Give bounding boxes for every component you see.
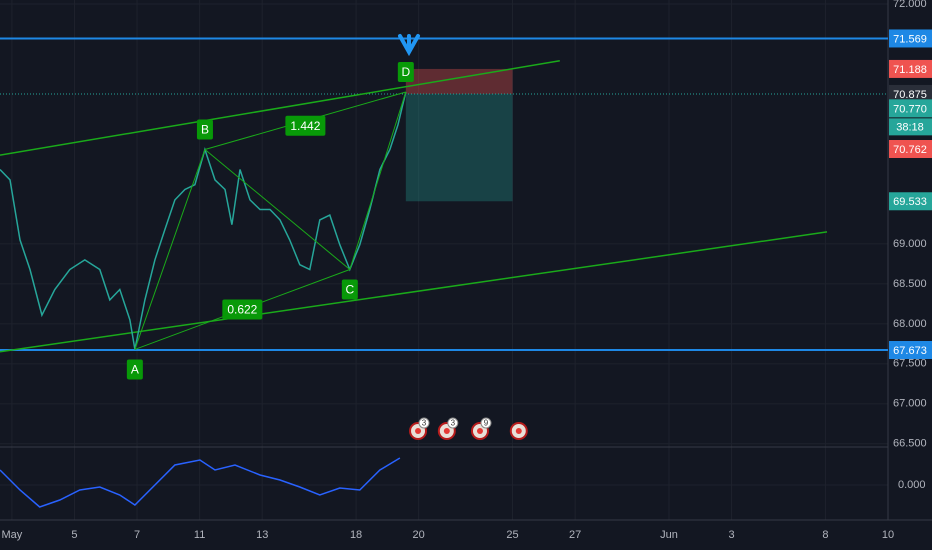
ratio-box [285, 115, 326, 136]
price-tag [889, 192, 932, 211]
pattern-leg [204, 149, 351, 270]
pattern-point-box [196, 119, 213, 140]
event-badge [447, 417, 459, 429]
y-tick-label: 68.000 [893, 318, 927, 330]
y-tick-label: 66.500 [893, 438, 927, 450]
pattern-point-box [397, 61, 414, 82]
price-tag-label: 70.762 [893, 144, 927, 156]
pattern-point-label: C [345, 283, 354, 297]
price-tag-label: 71.188 [893, 64, 927, 76]
stop-zone [405, 68, 513, 94]
pattern-point-box [126, 359, 143, 380]
countdown-label: 38:18 [896, 121, 924, 133]
pattern-leg [349, 91, 407, 270]
y-tick-label: 68.500 [893, 278, 927, 290]
x-tick-label: 3 [728, 529, 734, 541]
event-count: 3 [422, 419, 427, 428]
pattern-point-label: B [201, 123, 209, 137]
osc-tick-label: 0.000 [898, 479, 926, 491]
pattern-point-box [341, 279, 358, 300]
x-tick-label: 27 [569, 529, 581, 541]
price-tag [889, 99, 932, 118]
event-dot [515, 428, 522, 434]
x-tick-label: 5 [71, 529, 77, 541]
countdown-box [889, 118, 932, 136]
x-tick-label: 18 [350, 529, 362, 541]
pattern-point-label: D [401, 65, 410, 79]
event-badge [480, 417, 492, 429]
arrow-marker [398, 34, 420, 57]
price-tag-label: 70.875 [893, 89, 927, 101]
x-tick-label: May [1, 529, 22, 541]
oscillator-line [0, 457, 401, 508]
price-tag-label: 71.569 [893, 33, 927, 45]
pattern-leg [134, 149, 206, 350]
y-tick-label: 69.000 [893, 238, 927, 250]
x-tick-label: Jun [660, 529, 678, 541]
x-tick-label: 25 [506, 529, 518, 541]
event-dot [415, 428, 422, 434]
price-line [0, 91, 407, 350]
price-tag-label: 67.673 [893, 345, 927, 357]
trend-line [0, 60, 560, 156]
x-tick-label: 20 [413, 529, 425, 541]
event-dot [476, 428, 483, 434]
y-tick-label: 67.000 [893, 398, 927, 410]
price-tag [889, 139, 932, 158]
y-tick-label: 72.000 [893, 0, 927, 10]
event-count: 3 [451, 419, 456, 428]
price-tag [889, 29, 932, 48]
x-tick-label: 13 [256, 529, 268, 541]
plot: 66.500 67.000 67.500 68.000 68.500 69.000 72.0… [0, 0, 927, 541]
event-dot [443, 428, 450, 434]
x-tick-label: 11 [194, 529, 205, 541]
price-tag [889, 59, 932, 78]
ratio-box [222, 299, 263, 320]
price-tag [889, 341, 932, 360]
event-count: 9 [484, 419, 489, 428]
x-tick-label: 8 [822, 529, 828, 541]
ratio-label: 1.442 [290, 119, 320, 133]
y-tick-label: 67.500 [893, 358, 927, 370]
x-tick-label: 7 [134, 529, 140, 541]
price-tag [889, 84, 932, 103]
target-zone [405, 93, 513, 202]
pattern-point-label: A [131, 363, 139, 377]
event-badge [418, 417, 430, 429]
x-tick-label: 10 [882, 529, 894, 541]
ratio-label: 0.622 [227, 303, 257, 317]
price-tag-label: 70.770 [893, 103, 927, 115]
price-tag-label: 69.533 [893, 196, 927, 208]
